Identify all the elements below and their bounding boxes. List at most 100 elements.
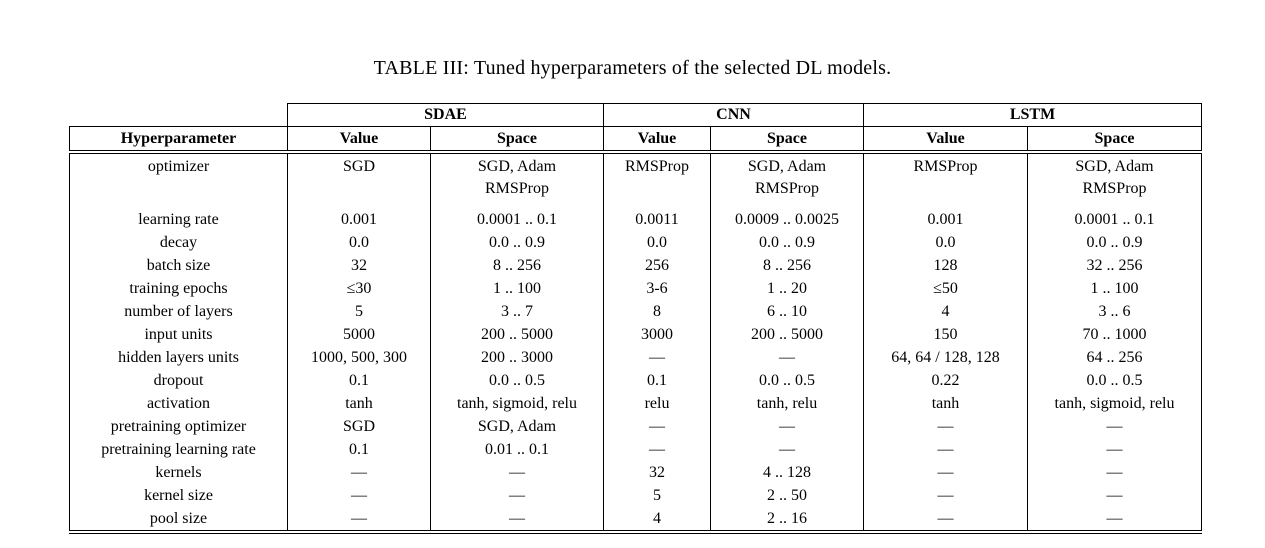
- sdae-space-header: Space: [430, 126, 604, 154]
- table-row-optimizer: optimizer SGD SGD, Adam RMSProp RMSProp …: [69, 152, 1203, 208]
- value-cell: ≤30: [287, 277, 431, 300]
- space-cell: 0.0001 .. 0.1: [430, 208, 604, 231]
- space-cell: 200 .. 5000: [430, 323, 604, 346]
- value-cell: 3-6: [603, 277, 711, 300]
- value-cell: 5: [287, 300, 431, 323]
- space-cell: —: [709, 346, 865, 369]
- space-cell: —: [709, 438, 865, 461]
- model-header-row: SDAE CNN LSTM: [70, 103, 1203, 127]
- value-cell: 0.0: [287, 231, 431, 254]
- table-row-hidden-layers-units: hidden layers units 1000, 500, 300 200 .…: [69, 346, 1203, 369]
- space-cell: 1 .. 20: [709, 277, 865, 300]
- value-cell: 0.1: [287, 438, 431, 461]
- space-cell: 0.0 .. 0.5: [430, 369, 604, 392]
- space-cell: —: [430, 461, 604, 484]
- space-cell: 32 .. 256: [1027, 254, 1203, 277]
- value-cell: —: [863, 415, 1029, 438]
- param-cell: optimizer: [69, 152, 288, 208]
- lstm-space-header: Space: [1027, 126, 1203, 154]
- param-cell: input units: [69, 323, 288, 346]
- space-cell: 0.0 .. 0.9: [1027, 231, 1203, 254]
- value-cell: 0.001: [863, 208, 1029, 231]
- value-cell: 0.0: [863, 231, 1029, 254]
- space-cell: 1 .. 100: [430, 277, 604, 300]
- param-cell: pretraining optimizer: [69, 415, 288, 438]
- space-cell: SGD, Adam RMSProp: [430, 152, 604, 208]
- space-cell: SGD, Adam RMSProp: [709, 152, 865, 208]
- value-cell: —: [287, 484, 431, 507]
- value-cell: 5: [603, 484, 711, 507]
- space-cell: 2 .. 50: [709, 484, 865, 507]
- value-cell: RMSProp: [863, 152, 1029, 208]
- value-cell: tanh: [287, 392, 431, 415]
- param-cell: learning rate: [69, 208, 288, 231]
- value-cell: 5000: [287, 323, 431, 346]
- sdae-value-header: Value: [287, 126, 431, 154]
- value-cell: 64, 64 / 128, 128: [863, 346, 1029, 369]
- table-row-pretraining-learning-rate: pretraining learning rate 0.1 0.01 .. 0.…: [69, 438, 1203, 461]
- space-cell: —: [1027, 484, 1203, 507]
- value-cell: —: [863, 438, 1029, 461]
- table-row-kernel-size: kernel size — — 5 2 .. 50 — —: [69, 484, 1203, 507]
- space-cell: 0.0 .. 0.5: [1027, 369, 1203, 392]
- value-cell: —: [603, 346, 711, 369]
- param-cell: kernel size: [69, 484, 288, 507]
- param-cell: number of layers: [69, 300, 288, 323]
- table-row-batch-size: batch size 32 8 .. 256 256 8 .. 256 128 …: [69, 254, 1203, 277]
- value-cell: 0.0: [603, 231, 711, 254]
- value-cell: —: [287, 461, 431, 484]
- value-cell: SGD: [287, 152, 431, 208]
- value-cell: 3000: [603, 323, 711, 346]
- space-cell: 64 .. 256: [1027, 346, 1203, 369]
- space-cell: —: [430, 507, 604, 534]
- space-cell: 3 .. 7: [430, 300, 604, 323]
- space-cell: 0.0 .. 0.9: [430, 231, 604, 254]
- lstm-value-header: Value: [863, 126, 1029, 154]
- space-cell: 0.0 .. 0.9: [709, 231, 865, 254]
- param-cell: pool size: [69, 507, 288, 534]
- param-cell: activation: [69, 392, 288, 415]
- space-cell: SGD, Adam: [430, 415, 604, 438]
- space-cell: 4 .. 128: [709, 461, 865, 484]
- table-row-decay: decay 0.0 0.0 .. 0.9 0.0 0.0 .. 0.9 0.0 …: [69, 231, 1203, 254]
- table-row-number-of-layers: number of layers 5 3 .. 7 8 6 .. 10 4 3 …: [69, 300, 1203, 323]
- param-cell: decay: [69, 231, 288, 254]
- space-cell: 8 .. 256: [430, 254, 604, 277]
- value-cell: 8: [603, 300, 711, 323]
- space-cell: —: [1027, 461, 1203, 484]
- value-cell: ≤50: [863, 277, 1029, 300]
- param-cell: dropout: [69, 369, 288, 392]
- space-cell: 200 .. 3000: [430, 346, 604, 369]
- model-header-cnn: CNN: [602, 103, 865, 127]
- value-cell: —: [603, 438, 711, 461]
- space-cell: —: [1027, 438, 1203, 461]
- table-row-training-epochs: training epochs ≤30 1 .. 100 3-6 1 .. 20…: [69, 277, 1203, 300]
- space-cell: tanh, relu: [709, 392, 865, 415]
- space-cell: —: [1027, 415, 1203, 438]
- model-header-lstm: LSTM: [863, 103, 1203, 127]
- value-cell: —: [863, 484, 1029, 507]
- value-cell: 0.1: [287, 369, 431, 392]
- value-cell: 0.1: [603, 369, 711, 392]
- space-cell: tanh, sigmoid, relu: [1027, 392, 1203, 415]
- cnn-value-header: Value: [603, 126, 711, 154]
- table-row-pretraining-optimizer: pretraining optimizer SGD SGD, Adam — — …: [69, 415, 1203, 438]
- table-row-activation: activation tanh tanh, sigmoid, relu relu…: [69, 392, 1203, 415]
- param-cell: batch size: [69, 254, 288, 277]
- table-row-dropout: dropout 0.1 0.0 .. 0.5 0.1 0.0 .. 0.5 0.…: [69, 369, 1203, 392]
- cnn-space-header: Space: [709, 126, 865, 154]
- value-cell: relu: [603, 392, 711, 415]
- space-cell: 8 .. 256: [709, 254, 865, 277]
- space-cell: 2 .. 16: [709, 507, 865, 534]
- value-cell: —: [863, 461, 1029, 484]
- space-cell: tanh, sigmoid, relu: [430, 392, 604, 415]
- space-cell: 0.0009 .. 0.0025: [709, 208, 865, 231]
- value-cell: SGD: [287, 415, 431, 438]
- value-cell: —: [287, 507, 431, 534]
- model-header-sdae: SDAE: [287, 103, 604, 127]
- value-cell: 4: [863, 300, 1029, 323]
- param-cell: kernels: [69, 461, 288, 484]
- table-row-input-units: input units 5000 200 .. 5000 3000 200 ..…: [69, 323, 1203, 346]
- value-cell: —: [863, 507, 1029, 534]
- column-header-row: Hyperparameter Value Space Value Space V…: [69, 126, 1203, 154]
